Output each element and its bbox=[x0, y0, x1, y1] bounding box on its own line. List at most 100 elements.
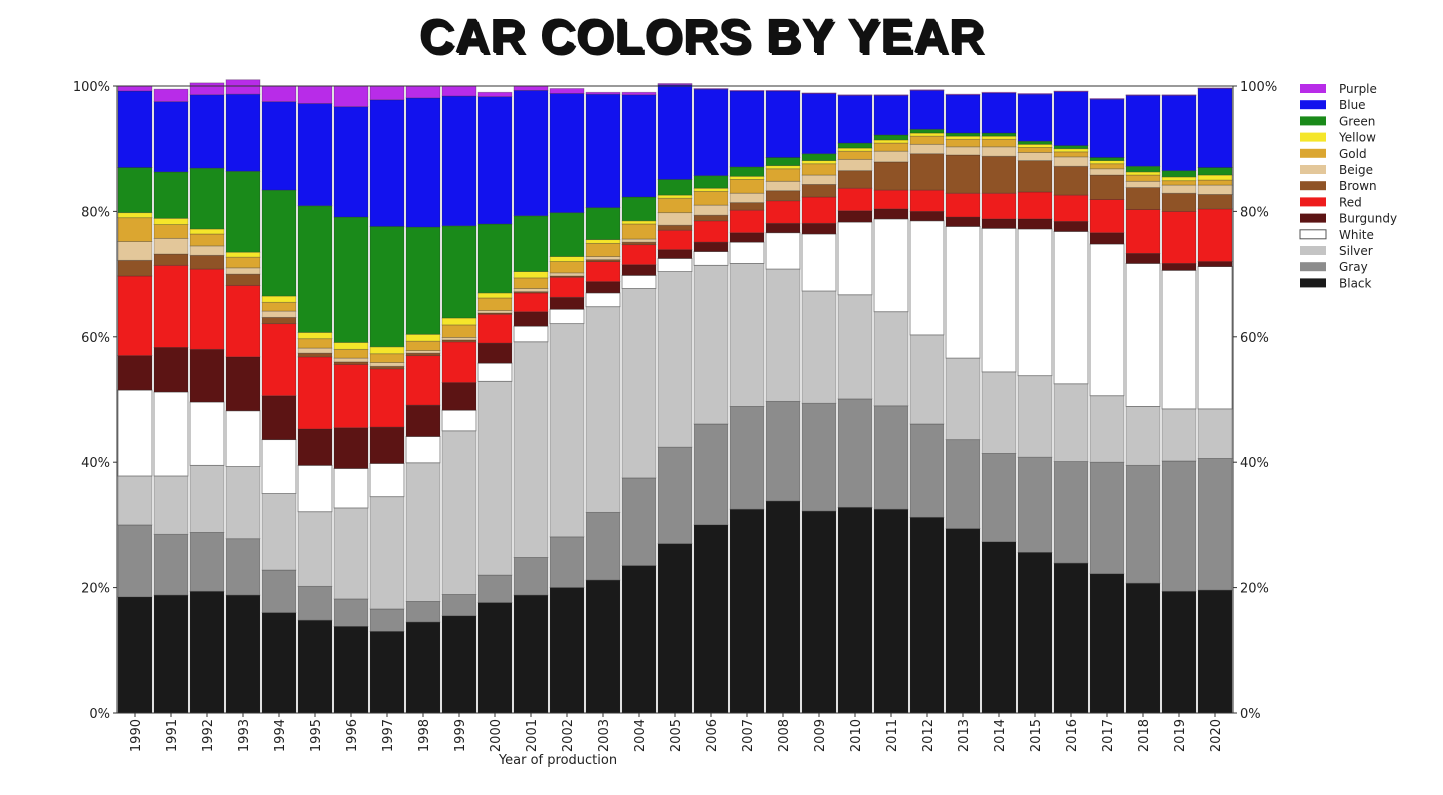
bar-segment-burgundy-1991 bbox=[153, 347, 189, 393]
bar-segment-red-2016 bbox=[1053, 194, 1089, 222]
bar-segment-gray-2020 bbox=[1197, 458, 1233, 591]
bar-segment-yellow-2010 bbox=[837, 147, 873, 152]
bar-segment-gray-2019 bbox=[1161, 460, 1197, 592]
bar-segment-green-2013 bbox=[945, 132, 981, 137]
bar-segment-black-2008 bbox=[765, 500, 801, 714]
bar-segment-red-2011 bbox=[873, 189, 909, 210]
bar-segment-purple-2001 bbox=[513, 85, 549, 91]
bar-segment-gold-1995 bbox=[297, 338, 333, 349]
bar-segment-gray-2009 bbox=[801, 402, 837, 512]
bar-segment-white-1999 bbox=[441, 409, 477, 432]
bar-segment-burgundy-2011 bbox=[873, 208, 909, 220]
bar-segment-blue-2001 bbox=[513, 89, 549, 217]
bar-segment-gold-1997 bbox=[369, 353, 405, 363]
bar-segment-red-2014 bbox=[981, 192, 1017, 220]
legend-label-burgundy: Burgundy bbox=[1339, 212, 1397, 226]
bar-segment-blue-2008 bbox=[765, 90, 801, 158]
bar-segment-burgundy-2014 bbox=[981, 218, 1017, 229]
bar-segment-white-2008 bbox=[765, 232, 801, 270]
bar-segment-burgundy-2010 bbox=[837, 210, 873, 223]
y-tick-label-left: 100% bbox=[73, 80, 110, 95]
legend-swatch-gray bbox=[1300, 262, 1326, 272]
bar-segment-purple-1999 bbox=[441, 85, 477, 97]
bar-segment-burgundy-2005 bbox=[657, 249, 693, 259]
bar-segment-silver-2011 bbox=[873, 311, 909, 407]
bar-segment-yellow-2017 bbox=[1089, 160, 1125, 165]
bar-segment-gold-2002 bbox=[549, 261, 585, 274]
bar-segment-burgundy-2001 bbox=[513, 311, 549, 327]
x-axis-label: Year of production bbox=[498, 753, 617, 768]
bar-segment-brown-2018 bbox=[1125, 187, 1161, 210]
bar-segment-yellow-2006 bbox=[693, 187, 729, 192]
bar-segment-yellow-2001 bbox=[513, 271, 549, 279]
bar-segment-brown-2012 bbox=[909, 153, 945, 191]
bar-segment-burgundy-1995 bbox=[297, 428, 333, 466]
bar-segment-blue-1996 bbox=[333, 106, 369, 218]
bar-segment-silver-2001 bbox=[513, 341, 549, 558]
bar-segment-silver-1995 bbox=[297, 511, 333, 587]
bar-segment-gray-2006 bbox=[693, 423, 729, 526]
bar-segment-green-2020 bbox=[1197, 167, 1233, 176]
x-tick-label-2004: 2004 bbox=[633, 719, 648, 752]
bar-segment-white-2005 bbox=[657, 258, 693, 272]
bar-segment-gray-2003 bbox=[585, 511, 621, 581]
bar-segment-yellow-2012 bbox=[909, 132, 945, 137]
bar-segment-blue-2000 bbox=[477, 96, 513, 225]
bar-segment-brown-2009 bbox=[801, 184, 837, 198]
legend-swatch-gold bbox=[1300, 148, 1326, 158]
bar-segment-gold-2016 bbox=[1053, 151, 1089, 158]
bar-segment-gold-2017 bbox=[1089, 163, 1125, 170]
bar-segment-red-2018 bbox=[1125, 209, 1161, 254]
bar-segment-green-1999 bbox=[441, 225, 477, 319]
bar-segment-white-2006 bbox=[693, 251, 729, 266]
y-tick-label-right: 60% bbox=[1240, 331, 1269, 346]
bar-segment-white-2016 bbox=[1053, 231, 1089, 385]
bar-segment-gold-2007 bbox=[729, 179, 765, 194]
bar-segment-black-2010 bbox=[837, 506, 873, 714]
bar-segment-beige-2013 bbox=[945, 146, 981, 156]
legend-label-gray: Gray bbox=[1339, 260, 1368, 274]
legend-swatch-blue bbox=[1300, 100, 1326, 110]
legend-label-silver: Silver bbox=[1339, 244, 1373, 258]
bar-segment-green-1998 bbox=[405, 226, 441, 335]
bar-segment-yellow-2007 bbox=[729, 175, 765, 180]
bar-segment-black-2020 bbox=[1197, 589, 1233, 714]
bar-segment-silver-2002 bbox=[549, 323, 585, 538]
bar-segment-burgundy-2007 bbox=[729, 232, 765, 243]
x-tick-label-1993: 1993 bbox=[237, 719, 252, 752]
bar-segment-burgundy-2017 bbox=[1089, 232, 1125, 245]
bar-segment-blue-2019 bbox=[1161, 95, 1197, 172]
bar-segment-yellow-1998 bbox=[405, 333, 441, 342]
bar-segment-burgundy-2012 bbox=[909, 210, 945, 222]
bar-segment-gray-2000 bbox=[477, 574, 513, 604]
bar-segment-gold-2005 bbox=[657, 197, 693, 214]
x-tick-label-2005: 2005 bbox=[669, 719, 684, 752]
bar-segment-green-1994 bbox=[261, 189, 297, 297]
bar-segment-green-2014 bbox=[981, 132, 1017, 137]
bar-segment-burgundy-2004 bbox=[621, 264, 657, 276]
bar-segment-beige-1991 bbox=[153, 237, 189, 255]
bar-segment-white-1992 bbox=[189, 401, 225, 466]
bar-segment-beige-1993 bbox=[225, 267, 261, 275]
bar-segment-burgundy-2019 bbox=[1161, 263, 1197, 271]
bar-segment-gray-1991 bbox=[153, 533, 189, 596]
bar-segment-silver-2004 bbox=[621, 288, 657, 479]
bar-segment-blue-2016 bbox=[1053, 91, 1089, 146]
bar-segment-gold-1993 bbox=[225, 256, 261, 269]
bar-segment-green-2000 bbox=[477, 223, 513, 294]
bar-segment-blue-2012 bbox=[909, 89, 945, 130]
y-tick-label-left: 60% bbox=[81, 331, 110, 346]
bar-segment-black-2014 bbox=[981, 541, 1017, 714]
bar-segment-brown-2011 bbox=[873, 161, 909, 191]
bar-segment-yellow-2018 bbox=[1125, 171, 1161, 176]
bar-segment-black-1993 bbox=[225, 594, 261, 714]
bar-segment-burgundy-1997 bbox=[369, 426, 405, 464]
bar-segment-purple-2008 bbox=[765, 89, 801, 92]
bar-segment-burgundy-1996 bbox=[333, 427, 369, 469]
bar-segment-green-1996 bbox=[333, 216, 369, 343]
bar-segment-white-1997 bbox=[369, 463, 405, 498]
legend-swatch-black bbox=[1300, 278, 1326, 288]
bar-segment-black-2002 bbox=[549, 587, 585, 714]
bar-segment-gold-1990 bbox=[117, 217, 153, 242]
bar-segment-green-1995 bbox=[297, 205, 333, 333]
